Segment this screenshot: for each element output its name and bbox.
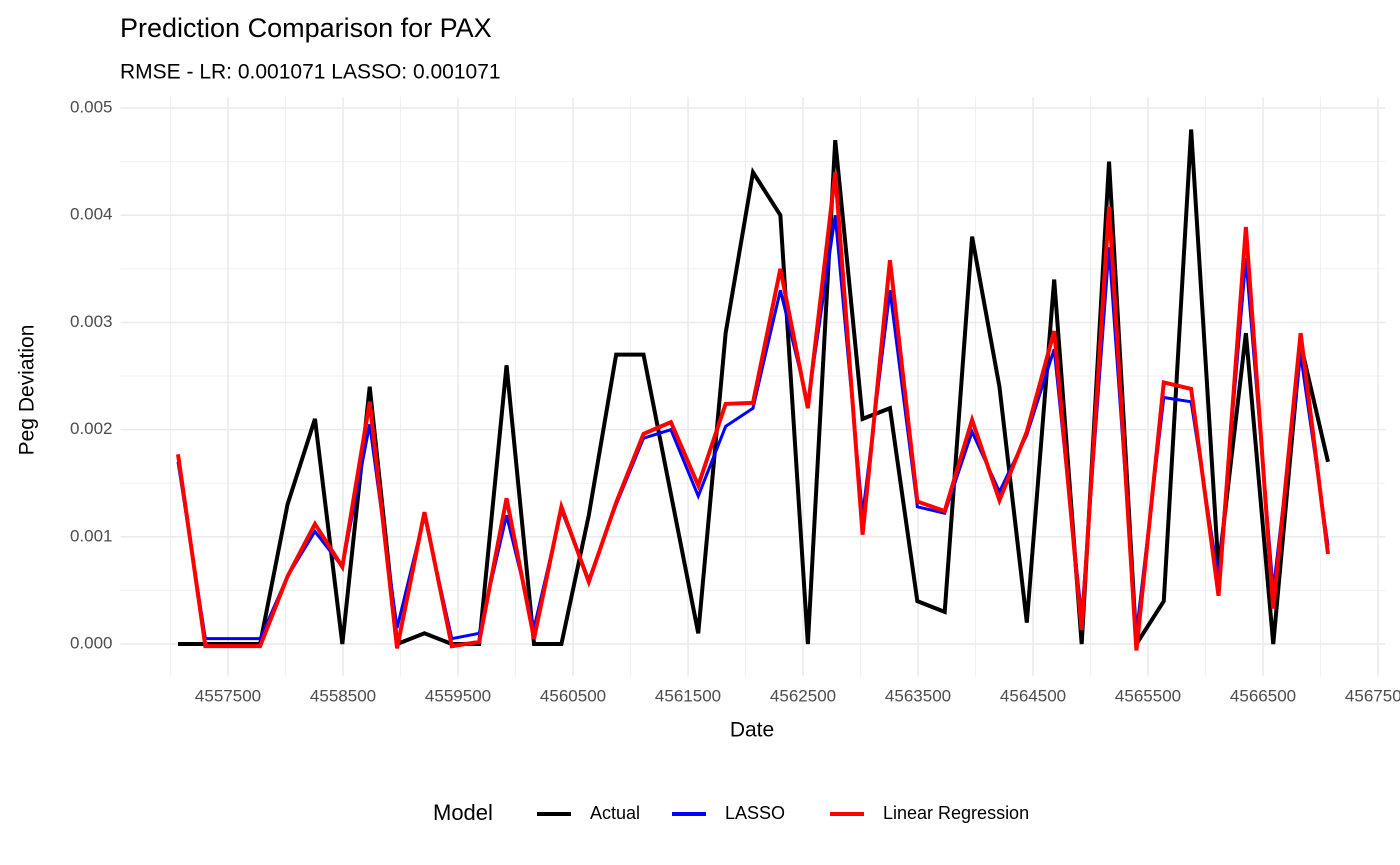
x-tick-label: 4561500 — [655, 687, 721, 706]
chart-title: Prediction Comparison for PAX — [120, 13, 492, 43]
grid — [120, 97, 1386, 677]
x-tick-label: 4560500 — [540, 687, 606, 706]
legend-label: LASSO — [725, 803, 785, 823]
y-tick-label: 0.001 — [70, 526, 113, 545]
x-tick-label: 4562500 — [770, 687, 836, 706]
y-tick-label: 0.005 — [70, 98, 113, 117]
x-tick-label: 4558500 — [310, 687, 376, 706]
x-tick-label: 4567500 — [1345, 687, 1400, 706]
x-axis-label: Date — [730, 719, 774, 742]
y-axis-label: Peg Deviation — [16, 325, 39, 456]
series-line — [176, 172, 1330, 651]
x-tick-label: 4566500 — [1230, 687, 1296, 706]
legend-label: Linear Regression — [883, 803, 1029, 823]
y-tick-label: 0.002 — [70, 419, 113, 438]
x-tick-label: 4563500 — [885, 687, 951, 706]
legend-title: Model — [433, 800, 493, 825]
legend-label: Actual — [590, 803, 640, 823]
x-tick-label: 4559500 — [425, 687, 491, 706]
y-tick-label: 0.003 — [70, 312, 113, 331]
y-tick-label: 0.004 — [70, 205, 113, 224]
x-tick-label: 4564500 — [1000, 687, 1066, 706]
y-tick-label: 0.000 — [70, 634, 113, 653]
series-line — [178, 129, 1330, 651]
x-tick-label: 4557500 — [195, 687, 261, 706]
chart-subtitle: RMSE - LR: 0.001071 LASSO: 0.001071 — [120, 61, 501, 84]
x-tick-label: 4565500 — [1115, 687, 1181, 706]
